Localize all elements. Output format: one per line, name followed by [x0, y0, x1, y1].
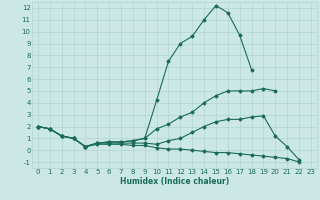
X-axis label: Humidex (Indice chaleur): Humidex (Indice chaleur): [120, 177, 229, 186]
